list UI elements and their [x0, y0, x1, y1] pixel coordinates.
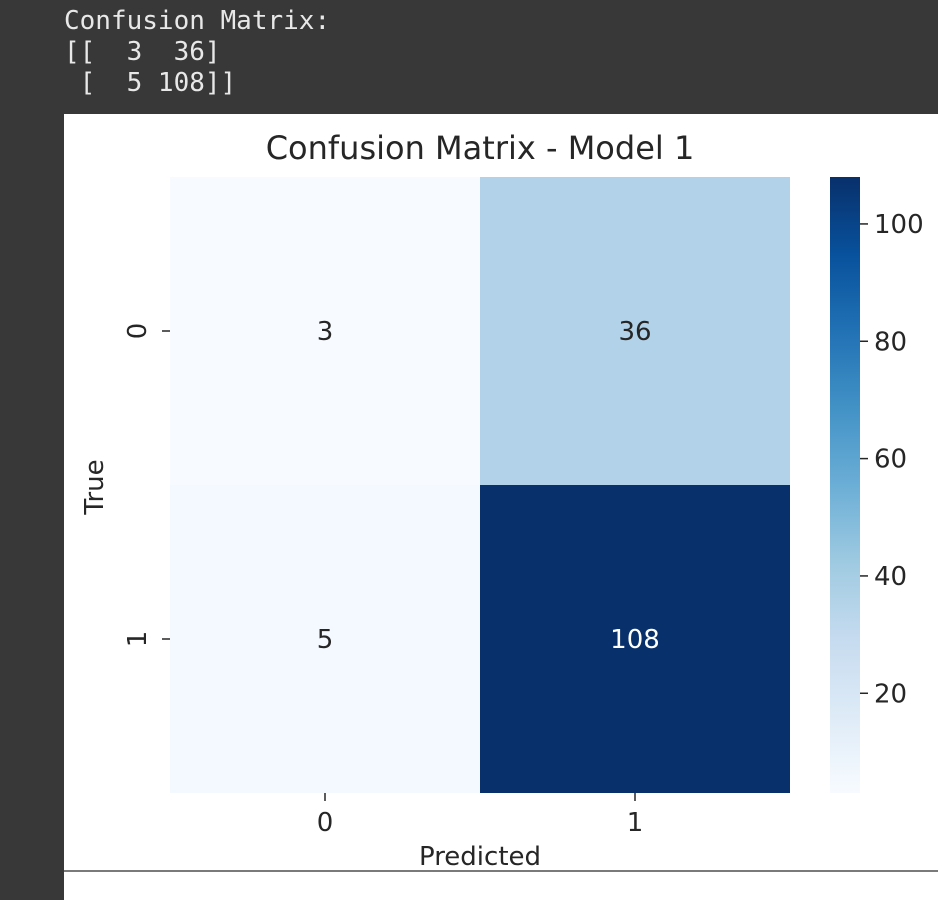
cell-output-text: Confusion Matrix: [[ 3 36] [ 5 108]]: [64, 6, 330, 99]
heatmap-cell: [170, 485, 480, 793]
chart-title: Confusion Matrix - Model 1: [266, 129, 695, 167]
x-tick-label: 0: [317, 808, 334, 838]
y-axis-label: True: [80, 459, 110, 515]
confusion-matrix-heatmap: Confusion Matrix - Model 1 3 365 108 0 101 …: [80, 129, 924, 872]
cell-annotation: 5: [317, 625, 334, 655]
x-axis-label: Predicted: [419, 842, 541, 870]
output-line: [[ 3 36]: [64, 37, 221, 67]
output-line: Confusion Matrix:: [64, 6, 331, 36]
colorbar: [830, 177, 860, 793]
output-line: [ 5 108]]: [64, 68, 237, 98]
cell-annotation: 108: [610, 625, 660, 655]
figure-bottom-edge: [64, 870, 938, 900]
colorbar-tick-label: 100: [874, 210, 924, 240]
cell-annotation: 36: [618, 317, 651, 347]
y-tick-label: 0: [123, 323, 153, 340]
colorbar-tick-label: 80: [874, 327, 907, 357]
heatmap-cell: [480, 485, 790, 793]
colorbar-tick-label: 40: [874, 562, 907, 592]
colorbar-tick-label: 60: [874, 445, 907, 475]
y-tick-label: 1: [123, 631, 153, 648]
heatmap-cell: [480, 177, 790, 485]
colorbar-tick-label: 20: [874, 679, 907, 709]
x-tick-label: 1: [627, 808, 644, 838]
cell-annotation: 3: [317, 317, 334, 347]
heatmap-cell: [170, 177, 480, 485]
